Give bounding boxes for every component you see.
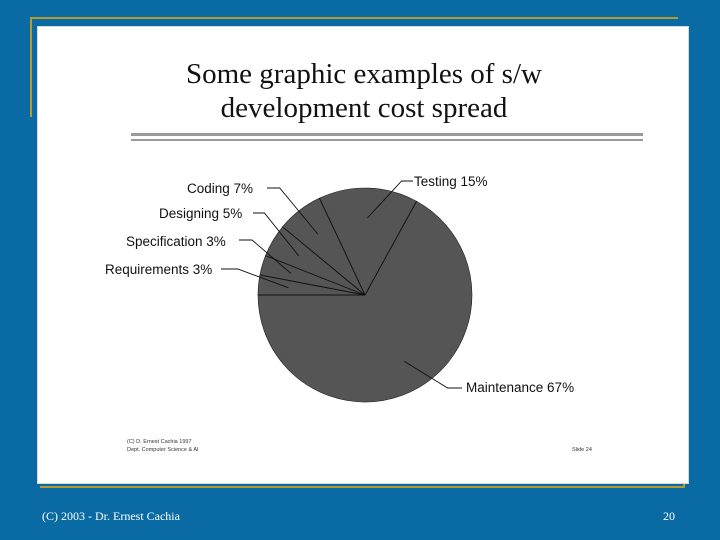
slice-divider-specification [259,274,366,296]
slice-label-designing: Designing 5% [159,206,242,221]
title-rule-bottom [131,139,643,141]
leader-line-requirements [221,268,289,289]
label-leaders [221,180,462,389]
leader-line-testing [367,180,413,219]
slice-divider-maintenance [364,201,417,296]
leader-line-designing [253,212,300,257]
pie-chart: Requirements 3% Specification 3% Designing… [105,174,592,453]
decor-line-left [30,17,32,117]
leader-line-maintenance [403,360,462,389]
decor-line-bottom [40,486,685,488]
decor-line-top [30,17,678,19]
pie-slice-maintenance [257,200,473,403]
slice-divider-coding [282,226,366,296]
slide-panel: Some graphic examples of s/w development… [37,26,689,484]
leader-line-specification [239,239,292,274]
title-rule-top [131,133,643,136]
leader-line-coding [267,187,319,235]
inner-footer-left-1: (C) D. Ernest Cachia 1997 [127,439,192,445]
pie-slice-testing [319,187,417,296]
slice-labels: Requirements 3% Specification 3% Designing… [105,174,574,395]
slice-label-testing: Testing 15% [414,174,488,189]
slide-title-line-1: Some graphic examples of s/w [186,58,542,90]
slice-divider-designing [265,255,366,296]
inner-footer-left-2: Dept. Computer Science & AI [127,447,199,453]
slice-label-maintenance: Maintenance 67% [466,380,574,395]
slice-dividers [258,197,417,296]
inner-footer-right: Slide 24 [572,447,592,453]
slice-label-coding: Coding 7% [187,181,253,196]
slice-label-requirements: Requirements 3% [105,262,212,277]
footer-right: 20 [663,509,675,523]
slice-label-specification: Specification 3% [126,234,226,249]
slide-title-line-2: development cost spread [220,92,508,124]
slice-divider-testing [319,197,366,296]
footer-left: (C) 2003 - Dr. Ernest Cachia [42,509,180,523]
